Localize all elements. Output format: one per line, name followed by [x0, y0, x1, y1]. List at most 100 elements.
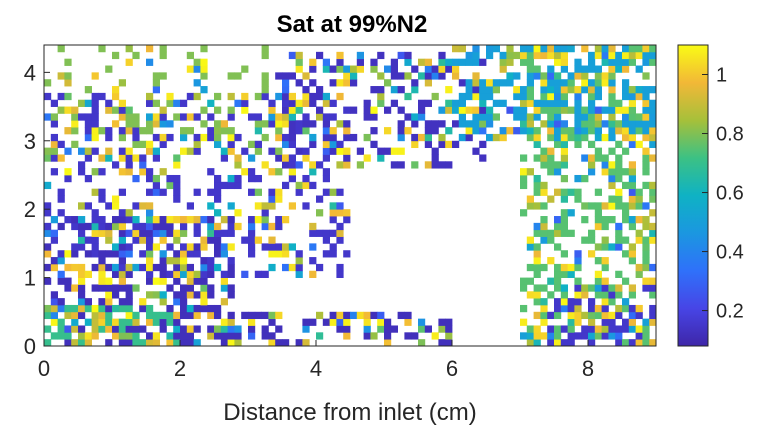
heatmap-cell [560, 174, 568, 183]
heatmap-cell [547, 277, 555, 285]
colorbar-ticks: 0.20.40.60.81 [702, 65, 744, 323]
heatmap-cell [581, 86, 589, 94]
heatmap-cell [227, 113, 235, 121]
heatmap-cell [261, 216, 269, 224]
heatmap-cell [282, 339, 290, 346]
heatmap-cell [601, 58, 609, 66]
heatmap-cell [125, 106, 133, 114]
heatmap-cell [329, 188, 337, 196]
heatmap-cell [445, 99, 453, 107]
heatmap-cell [343, 154, 351, 162]
heatmap-cell [581, 45, 589, 53]
heatmap-cell [343, 311, 351, 320]
heatmap-cell [608, 106, 616, 114]
heatmap-cell [560, 133, 568, 142]
heatmap-cell [560, 161, 568, 169]
heatmap-cell [390, 161, 398, 169]
heatmap-cell [186, 332, 194, 340]
heatmap-cell [309, 58, 317, 66]
heatmap-cell [214, 325, 222, 333]
heatmap-cell [261, 86, 269, 94]
heatmap-cell [642, 127, 650, 135]
heatmap-cell [261, 243, 269, 251]
heatmap-cell [125, 332, 133, 340]
heatmap-cell [78, 291, 86, 299]
heatmap-cell [567, 79, 575, 87]
heatmap-cell [261, 209, 269, 217]
heatmap-cell [608, 99, 616, 107]
heatmap-cell [98, 325, 106, 333]
heatmap-cell [424, 99, 432, 107]
heatmap-cell [411, 113, 419, 121]
heatmap-cell [594, 133, 602, 142]
heatmap-cell [261, 51, 269, 60]
heatmap-cell [261, 72, 269, 80]
heatmap-cell [44, 113, 52, 121]
heatmap-cell [526, 86, 534, 94]
heatmap-cell [118, 325, 126, 333]
heatmap-cell [581, 284, 589, 292]
heatmap-cell [57, 332, 65, 340]
heatmap-cell [581, 325, 589, 333]
heatmap-cell [146, 222, 154, 231]
heatmap-cell [588, 298, 596, 306]
heatmap-cell [146, 140, 154, 149]
heatmap-cell [207, 257, 215, 265]
heatmap-cell [418, 133, 426, 142]
heatmap-cell [214, 181, 222, 190]
heatmap-cell [486, 51, 494, 60]
heatmap-cell [567, 45, 575, 53]
heatmap-cell [622, 133, 630, 142]
heatmap-cell [513, 72, 521, 80]
heatmap-cell [615, 188, 623, 196]
heatmap-cell [220, 229, 228, 237]
heatmap-cell [180, 332, 188, 340]
heatmap-cell [173, 216, 181, 224]
heatmap-cell [560, 45, 568, 53]
heatmap-cell [574, 195, 582, 203]
heatmap-cell [186, 339, 194, 346]
heatmap-cell [71, 127, 79, 135]
heatmap-cell [526, 92, 534, 101]
heatmap-cell [227, 140, 235, 149]
heatmap-cell [547, 51, 555, 60]
heatmap-cell [615, 243, 623, 251]
heatmap-cell [118, 236, 126, 244]
heatmap-cell [193, 311, 201, 320]
heatmap-cell [112, 86, 120, 94]
heatmap-cell [44, 181, 52, 190]
heatmap-cell [112, 284, 120, 292]
heatmap-cell [220, 325, 228, 333]
heatmap-cell [227, 332, 235, 340]
heatmap-cell [227, 270, 235, 278]
heatmap-cell [118, 243, 126, 251]
heatmap-cell [44, 304, 52, 313]
heatmap-cell [649, 106, 656, 114]
heatmap-cell [309, 257, 317, 265]
heatmap-cell [132, 154, 140, 162]
heatmap-cell [615, 99, 623, 107]
heatmap-cell [112, 318, 120, 326]
heatmap-cell [574, 127, 582, 135]
heatmap-cell [78, 216, 86, 224]
heatmap-cell [649, 127, 656, 135]
heatmap-cell [526, 202, 534, 210]
heatmap-cell [105, 318, 113, 326]
heatmap-cell [316, 92, 324, 101]
heatmap-cell [98, 270, 106, 278]
heatmap-cell [404, 92, 412, 101]
heatmap-cell [166, 216, 174, 224]
heatmap-cell [214, 92, 222, 101]
heatmap-cell [125, 263, 133, 272]
heatmap-cell [44, 79, 52, 87]
heatmap-cell [560, 229, 568, 237]
heatmap-cell [404, 113, 412, 121]
heatmap-cell [50, 332, 58, 340]
heatmap-cell [302, 127, 310, 135]
heatmap-cell [356, 161, 364, 169]
heatmap-cell [642, 51, 650, 60]
heatmap-cell [635, 339, 643, 346]
heatmap-cell [588, 304, 596, 313]
heatmap-cell [472, 113, 480, 121]
heatmap-cell [628, 92, 636, 101]
